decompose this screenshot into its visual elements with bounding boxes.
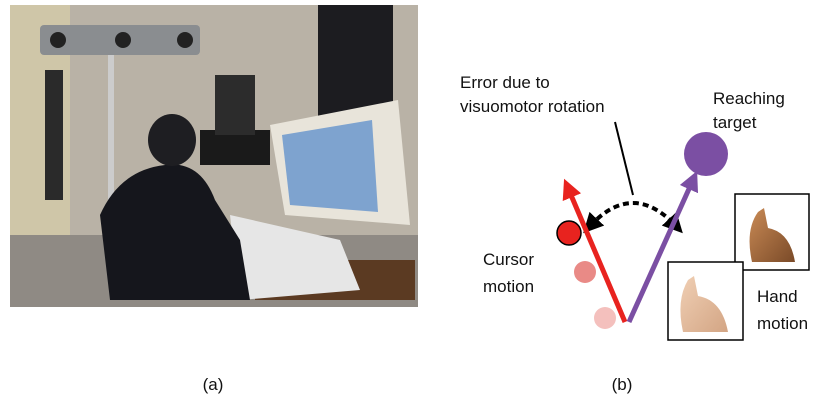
rotation-arrow	[590, 203, 676, 226]
diagram	[557, 122, 809, 340]
cursor-trace	[574, 261, 596, 283]
cursor	[557, 221, 581, 245]
annotation: Error due to	[460, 73, 550, 92]
annotation: target	[713, 113, 757, 132]
annotation: Reaching	[713, 89, 785, 108]
panel-label: (a)	[203, 375, 224, 394]
cursor-trace	[594, 307, 616, 329]
pointer-line	[615, 122, 633, 195]
annotation: Cursor	[483, 250, 534, 269]
page: (a) Error due to visuomotor rotation Rea…	[0, 0, 820, 401]
annotation: visuomotor rotation	[460, 97, 605, 116]
target	[684, 132, 728, 176]
figure: (a) Error due to visuomotor rotation Rea…	[0, 0, 820, 401]
annotation: motion	[483, 277, 534, 296]
annotation: Hand	[757, 287, 798, 306]
annotation: motion	[757, 314, 808, 333]
photo	[10, 5, 418, 307]
panel-label: (b)	[612, 375, 633, 394]
